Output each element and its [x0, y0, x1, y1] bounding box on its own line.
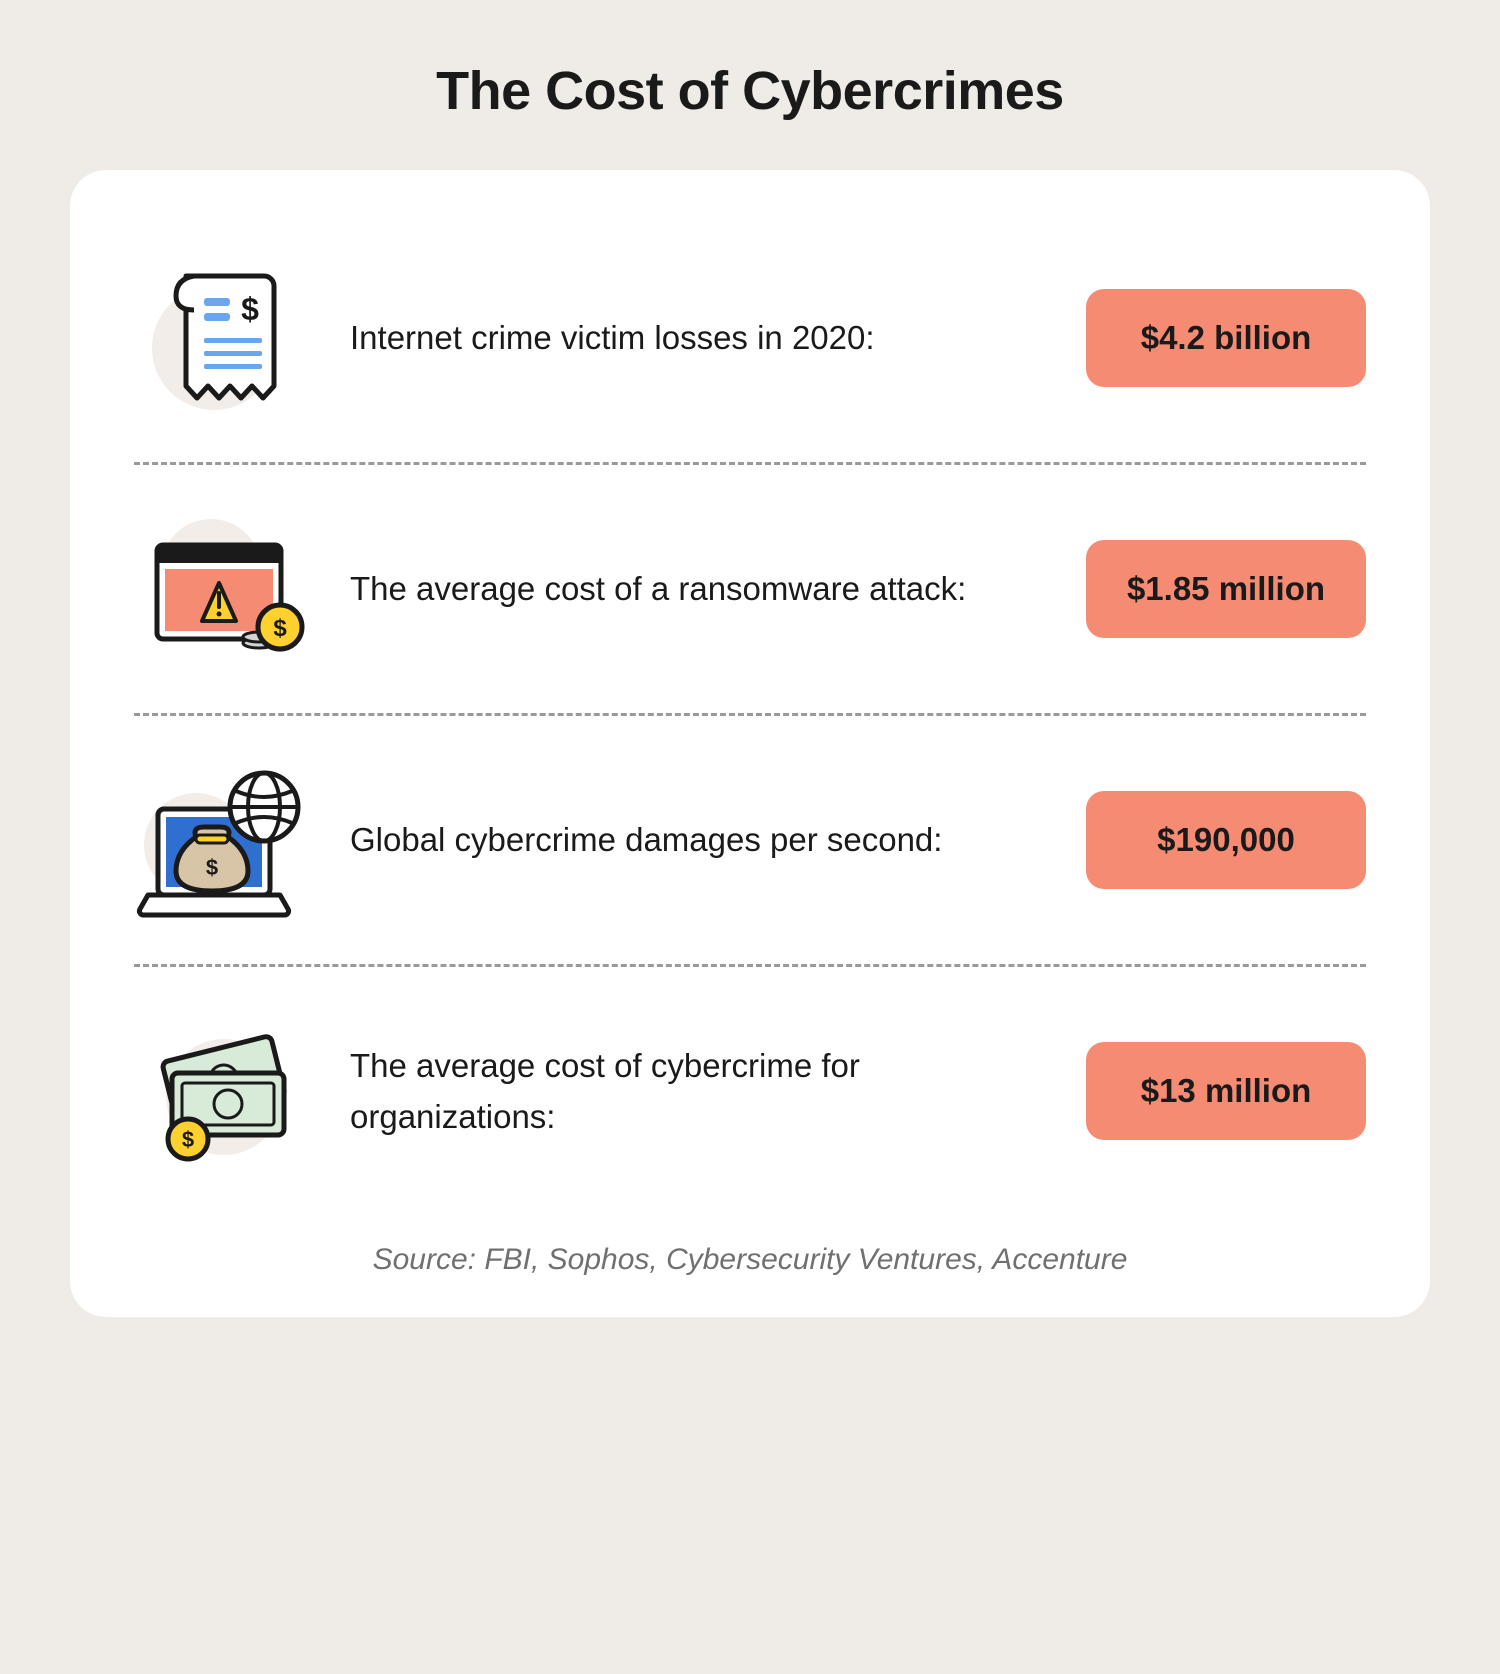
org-cost-icon: $ — [134, 1011, 314, 1171]
svg-text:$: $ — [182, 1127, 194, 1152]
receipt-icon: $ — [134, 258, 314, 418]
ransomware-icon: $ — [134, 509, 314, 669]
source-text: Source: FBI, Sophos, Cybersecurity Ventu… — [134, 1243, 1366, 1277]
svg-text:$: $ — [273, 615, 287, 642]
stat-label: The average cost of cybercrime for organ… — [350, 1040, 1050, 1142]
stat-value: $190,000 — [1086, 791, 1366, 889]
stat-label: The average cost of a ransomware attack: — [350, 563, 1050, 614]
stat-row: $ Global cybercrime damages per second: … — [134, 716, 1366, 964]
stat-label: Internet crime victim losses in 2020: — [350, 312, 1050, 363]
stat-row: $ Internet crime victim losses in 2020: … — [134, 214, 1366, 462]
global-money-icon: $ — [134, 760, 314, 920]
stats-card: $ Internet crime victim losses in 2020: … — [70, 170, 1430, 1317]
stat-value: $1.85 million — [1086, 540, 1366, 638]
stat-row: $ The average cost of a ransomware attac… — [134, 465, 1366, 713]
stat-label: Global cybercrime damages per second: — [350, 814, 1050, 865]
stat-value: $13 million — [1086, 1042, 1366, 1140]
svg-text:$: $ — [241, 291, 259, 327]
stat-row: $ The average cost of cybercrime for org… — [134, 967, 1366, 1215]
stat-value: $4.2 billion — [1086, 289, 1366, 387]
svg-text:$: $ — [206, 855, 218, 880]
page-title: The Cost of Cybercrimes — [70, 60, 1430, 122]
